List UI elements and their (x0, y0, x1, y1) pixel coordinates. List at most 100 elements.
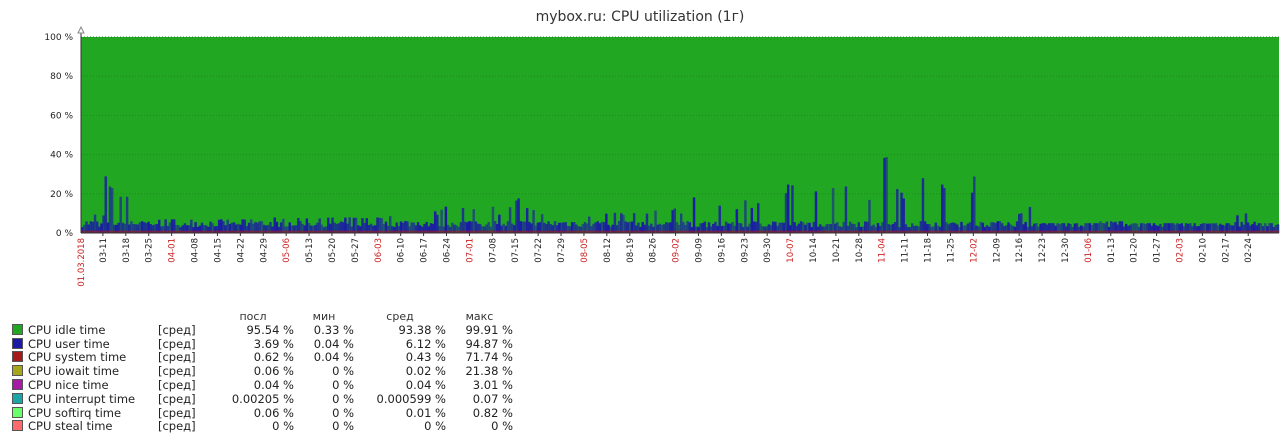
system-bar (1276, 230, 1280, 233)
usage-bar (478, 224, 482, 233)
usage-bar (615, 225, 619, 233)
legend-series-name: CPU iowait time (12, 364, 158, 379)
legend: посл мин сред макс CPU idle time [сред] 95… (12, 310, 513, 434)
system-bar (714, 230, 717, 233)
usage-bar (846, 225, 850, 233)
system-bar (831, 230, 835, 233)
usage-bar (425, 221, 428, 233)
usage-bar (677, 224, 681, 233)
usage-bar (575, 224, 578, 233)
usage-bar (384, 221, 388, 233)
usage-bar (1195, 226, 1199, 233)
usage-bar (481, 226, 484, 233)
usage-bar (128, 224, 131, 233)
usage-bar (380, 218, 383, 233)
legend-series-last: 95.54 % (246, 322, 294, 337)
usage-bar (378, 217, 381, 233)
usage-bar (327, 217, 330, 233)
x-tick-label: 11-25 (946, 238, 956, 263)
system-bar (1184, 230, 1188, 233)
system-bar (774, 230, 777, 233)
system-bar (1020, 230, 1023, 233)
usage-bar (746, 226, 749, 233)
system-bar (256, 230, 259, 233)
usage-bar (1206, 223, 1209, 233)
usage-bar (1259, 223, 1263, 233)
system-bar (110, 230, 114, 233)
system-bar (164, 230, 167, 233)
system-bar (1142, 230, 1145, 233)
system-bar (806, 230, 809, 233)
legend-series-last: 0.06 % (253, 364, 294, 379)
usage-bar (1007, 222, 1010, 233)
usage-bar (282, 218, 285, 233)
system-bar (596, 230, 600, 233)
system-bar (994, 230, 997, 233)
legend-series-name: CPU nice time (12, 378, 158, 393)
usage-bar (789, 225, 792, 233)
system-bar (680, 230, 683, 233)
system-bar (1086, 230, 1089, 233)
usage-bar (339, 221, 343, 233)
system-bar (404, 230, 407, 233)
usage-bar (771, 221, 775, 233)
x-tick-label: 11-04 (878, 238, 888, 263)
system-bar (827, 230, 831, 233)
usage-bar (1122, 226, 1126, 233)
legend-series-name: CPU softirq time (12, 406, 158, 421)
usage-bar (1022, 224, 1025, 233)
x-tick-label: 05-06 (282, 238, 292, 263)
system-bar (990, 230, 993, 233)
usage-bar (1058, 224, 1062, 233)
system-bar (421, 230, 424, 233)
system-bar (1139, 230, 1143, 233)
usage-bar (423, 223, 426, 233)
x-tick-label: 04-01 (168, 238, 178, 263)
usage-bar (996, 221, 1000, 233)
system-bar (1137, 230, 1141, 233)
system-bar (412, 230, 416, 233)
usage-bar (975, 225, 978, 233)
system-bar (215, 230, 219, 233)
usage-bar (412, 222, 416, 233)
usage-bar (335, 223, 339, 233)
system-bar (138, 230, 142, 233)
system-bar (406, 230, 409, 233)
system-bar (872, 230, 875, 233)
usage-bar (104, 176, 107, 233)
y-axis: 0 % 20 % 40 % 60 % 80 % 100 % (44, 25, 1279, 239)
usage-bar (143, 222, 146, 233)
usage-bar (1054, 225, 1057, 233)
usage-bar (252, 223, 255, 233)
system-bar (1060, 230, 1064, 233)
system-bar (630, 230, 634, 233)
usage-bar (1234, 222, 1237, 233)
usage-bar (720, 225, 724, 233)
system-bar (247, 230, 251, 233)
usage-bar (1116, 224, 1119, 233)
usage-bar (1133, 223, 1136, 233)
system-bar (934, 230, 938, 233)
usage-bar (401, 222, 405, 233)
usage-bar (166, 225, 170, 233)
system-bar (1032, 230, 1036, 233)
usage-bar (1037, 226, 1040, 233)
system-bar (983, 230, 987, 233)
system-bar (316, 230, 319, 233)
system-bar (641, 230, 644, 233)
system-bar (746, 230, 749, 233)
usage-bar (994, 223, 997, 233)
system-bar (639, 230, 642, 233)
usage-bar (671, 210, 674, 233)
system-bar (889, 230, 893, 233)
system-bar (1045, 230, 1049, 233)
legend-series-avg: 0.02 % (405, 364, 446, 379)
system-bar (85, 230, 88, 233)
legend-label: CPU iowait time (28, 364, 120, 379)
usage-bar (851, 223, 854, 233)
system-bar (211, 230, 214, 233)
usage-bar (1120, 221, 1124, 233)
system-bar (752, 230, 756, 233)
legend-header-max: макс (465, 310, 494, 323)
legend-series-name: CPU steal time (12, 419, 158, 434)
